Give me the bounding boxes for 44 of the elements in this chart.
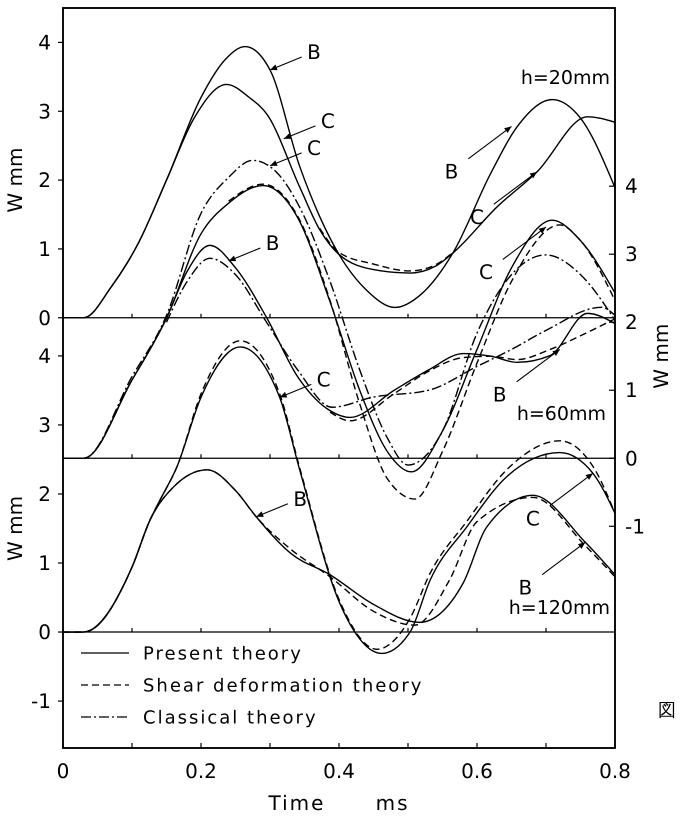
y-tick-label: -1 <box>625 514 645 538</box>
x-tick-label: 0 <box>56 759 70 783</box>
annotation: B <box>293 486 308 511</box>
y-tick-label: 1 <box>625 378 638 402</box>
annotation: B <box>444 159 458 184</box>
y-axis-title: W mm <box>3 148 27 213</box>
annotation: B <box>266 231 280 256</box>
annotation: B <box>518 575 532 600</box>
y-tick-label: 4 <box>625 174 638 198</box>
y-tick-label: 1 <box>38 236 51 261</box>
text: 図 <box>658 700 676 721</box>
y-tick-label: 2 <box>38 482 51 506</box>
text: h=60mm <box>516 403 606 425</box>
y-axis-title: W mm <box>649 324 673 389</box>
annotation: C <box>316 367 331 392</box>
text: h=20mm <box>520 67 610 89</box>
y-tick-label: 0 <box>38 620 51 644</box>
y-tick-label: -1 <box>31 689 51 714</box>
legend-label: Present theory <box>143 643 303 664</box>
y-tick-label: 0 <box>625 446 638 470</box>
text: Classical theory <box>143 707 318 728</box>
y-tick-label: 0 <box>38 306 51 330</box>
annotation: C <box>320 108 335 133</box>
y-tick-label: 1 <box>38 551 51 575</box>
x-tick-label: 0.2 <box>185 759 217 783</box>
x-axis-title: Time ms <box>268 791 410 815</box>
y-tick-label: 2 <box>38 168 51 192</box>
y-tick-label: 3 <box>625 242 638 266</box>
annotation: C <box>307 136 321 160</box>
y-tick-label: 4 <box>38 30 51 54</box>
x-tick-label: 0.4 <box>323 759 355 783</box>
x-tick-label: 0.6 <box>461 759 493 783</box>
y-tick-label: 3 <box>38 99 51 124</box>
annotation: C <box>526 506 540 530</box>
annotation: B <box>492 382 507 406</box>
y-axis-title: W mm <box>3 496 27 562</box>
annotation: B <box>307 40 321 64</box>
annotation: C <box>479 260 493 284</box>
y-tick-label: 3 <box>38 412 51 437</box>
y-tick-label: 2 <box>625 310 638 334</box>
y-tick-label: 4 <box>38 344 51 368</box>
text: h=120mm <box>508 597 610 619</box>
legend-label: Shear deformation theory <box>143 675 424 696</box>
x-tick-label: 0.8 <box>599 759 631 783</box>
